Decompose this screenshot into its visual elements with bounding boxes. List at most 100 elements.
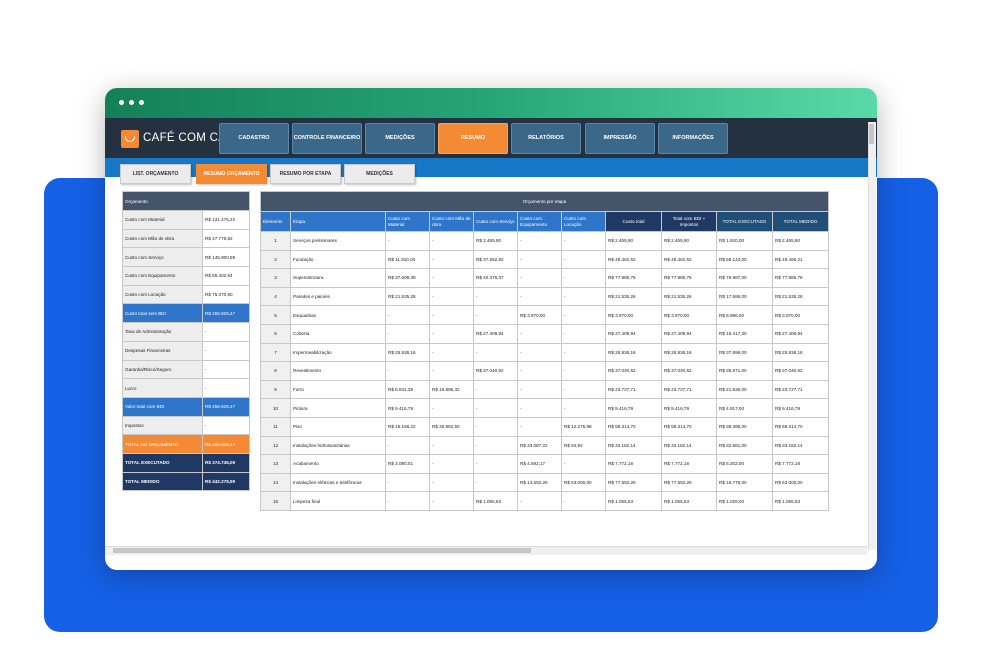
window-dot xyxy=(139,100,144,105)
cost-cell: R$ 49.462,52 xyxy=(661,249,717,270)
sub-tab[interactable]: LIST. ORÇAMENTO xyxy=(120,164,191,184)
cost-cell: - xyxy=(561,231,606,251)
cost-cell: - xyxy=(561,454,606,474)
stage-row: 12 Instalações hidrossanitárias - - - R$ 33.0… xyxy=(260,435,830,456)
summary-row: TOTAL MEDIDO R$ 442.278,90 xyxy=(122,471,251,492)
cost-cell: - xyxy=(385,472,430,493)
cost-cell: R$ 37.898,00 xyxy=(716,342,773,363)
logo-icon xyxy=(121,130,139,148)
nav-button[interactable]: INFORMAÇÕES xyxy=(658,123,728,154)
cost-cell: - xyxy=(385,305,430,325)
nav-button[interactable]: RELATÓRIOS xyxy=(511,123,581,154)
cost-cell: R$ 33.087,22 xyxy=(517,435,562,456)
cost-cell: R$ 49.466,21 xyxy=(771,249,830,270)
summary-value: - xyxy=(201,378,251,398)
element-number: 5 xyxy=(260,305,291,325)
stage-name: Impermeabilização xyxy=(290,342,386,363)
column-header: TOTAL MEDIDO xyxy=(771,211,830,232)
column-header: TOTAL EXECUTADO xyxy=(716,211,773,232)
cost-cell: R$ 2.465,90 xyxy=(473,231,518,251)
cost-cell: R$ 14.653,25 xyxy=(517,472,562,493)
sub-tab[interactable]: MEDIÇÕES xyxy=(344,164,415,184)
cost-cell: - xyxy=(561,491,606,511)
nav-button[interactable]: RESUMO xyxy=(438,123,508,154)
column-header: Custo total xyxy=(605,211,662,232)
element-number: 2 xyxy=(260,249,291,270)
cost-cell: R$ 21.535,26 xyxy=(771,286,830,307)
summary-value: R$ 56.402,64 xyxy=(201,266,251,286)
summary-label: Despesas Financeiras xyxy=(122,340,203,361)
cost-cell: - xyxy=(473,472,518,493)
cost-cell: - xyxy=(473,398,518,418)
column-header: Total com BDI + Impostos xyxy=(661,211,717,232)
cost-cell: - xyxy=(385,361,430,381)
summary-label: TOTAL DO ORÇAMENTO xyxy=(122,434,203,454)
column-header: Custo com Material xyxy=(385,211,430,232)
cost-cell: R$ 27.409,94 xyxy=(661,323,717,344)
column-header: Custo com Mão de obra xyxy=(429,211,474,232)
cost-cell: R$ 9.416,79 xyxy=(385,398,430,418)
nav-button[interactable]: CONTROLE FINANCEIRO xyxy=(292,123,362,154)
cost-cell: R$ 9.416,79 xyxy=(661,398,717,418)
stage-row: 9 Forro R$ 6.831,39 R$ 16.896,32- - - R$ 23.72… xyxy=(260,379,830,400)
cost-cell: - xyxy=(517,231,562,251)
cost-cell: R$ 30.882,50 xyxy=(429,416,474,437)
window-dot xyxy=(129,100,134,105)
cost-cell: R$ 33.182,14 xyxy=(771,435,830,456)
cost-cell: R$ 58.314,70 xyxy=(661,416,717,437)
summary-row: Garantia/Risco/Seguro - xyxy=(122,359,251,380)
summary-label: Custo com Mão de obra xyxy=(122,228,203,249)
cost-cell: - xyxy=(473,379,518,400)
cost-cell: - xyxy=(385,491,430,511)
cost-cell: R$ 77.985,76 xyxy=(771,268,830,288)
nav-button[interactable]: IMPRESSÃO xyxy=(585,123,655,154)
cost-cell: - xyxy=(561,342,606,363)
element-number: 11 xyxy=(260,416,291,437)
cost-cell: - xyxy=(473,454,518,474)
cost-cell: - xyxy=(561,268,606,288)
summary-value: R$ 47.778,82 xyxy=(201,228,251,249)
element-number: 8 xyxy=(260,361,291,381)
nav-button[interactable]: CADASTRO xyxy=(219,123,289,154)
sub-tab[interactable]: RESUMO ORÇAMENTO xyxy=(196,164,267,184)
title-row: Orçamento por etapa xyxy=(259,191,830,212)
cost-cell: R$ 1.920,00 xyxy=(716,231,773,251)
cost-cell: R$ 23.727,71 xyxy=(605,379,662,400)
element-number: 13 xyxy=(260,454,291,474)
scroll-thumb[interactable] xyxy=(869,124,874,144)
column-header: Etapa xyxy=(290,211,386,232)
cost-cell: R$ 76.987,00 xyxy=(716,268,773,288)
cost-cell: - xyxy=(429,286,474,307)
stage-name: Piso xyxy=(290,416,386,437)
cost-cell: R$ 8.986,00 xyxy=(716,305,773,325)
cost-cell: R$ 1.029,00 xyxy=(716,491,773,511)
nav-button[interactable]: MEDIÇÕES xyxy=(365,123,435,154)
cost-cell: - xyxy=(385,323,430,344)
stage-row: 1 Serviços preliminares - - R$ 2.465,90- - R$ … xyxy=(260,231,830,251)
cost-cell: R$ 37.040,62 xyxy=(473,361,518,381)
cost-cell: - xyxy=(561,249,606,270)
cost-cell: R$ 1.055,53 xyxy=(473,491,518,511)
cost-cell: R$ 2.465,90 xyxy=(605,231,662,251)
summary-value: R$ 456.928,47 xyxy=(201,303,251,324)
cost-cell: - xyxy=(517,342,562,363)
scroll-thumb[interactable] xyxy=(113,548,531,553)
cost-cell: - xyxy=(473,342,518,363)
cost-cell: R$ 77.985,76 xyxy=(661,268,717,288)
cost-cell: R$ 4.917,00 xyxy=(716,398,773,418)
cost-cell: R$ 23.727,71 xyxy=(771,379,830,400)
cost-cell: - xyxy=(561,379,606,400)
cost-cell: - xyxy=(561,305,606,325)
cost-cell: R$ 27.409,94 xyxy=(771,323,830,344)
cost-cell: R$ 94,92 xyxy=(561,435,606,456)
stage-name: Esquadrias xyxy=(290,305,386,325)
cost-cell: - xyxy=(517,286,562,307)
sub-tab[interactable]: RESUMO POR ETAPA xyxy=(270,164,341,184)
cost-cell: - xyxy=(561,286,606,307)
cost-cell: R$ 1.055,53 xyxy=(605,491,662,511)
summary-value: - xyxy=(201,415,251,436)
summary-value: - xyxy=(201,340,251,361)
cost-cell: R$ 16.778,00 xyxy=(716,472,773,493)
stage-name: Acabamento xyxy=(290,454,386,474)
vertical-scrollbar[interactable] xyxy=(868,122,876,550)
